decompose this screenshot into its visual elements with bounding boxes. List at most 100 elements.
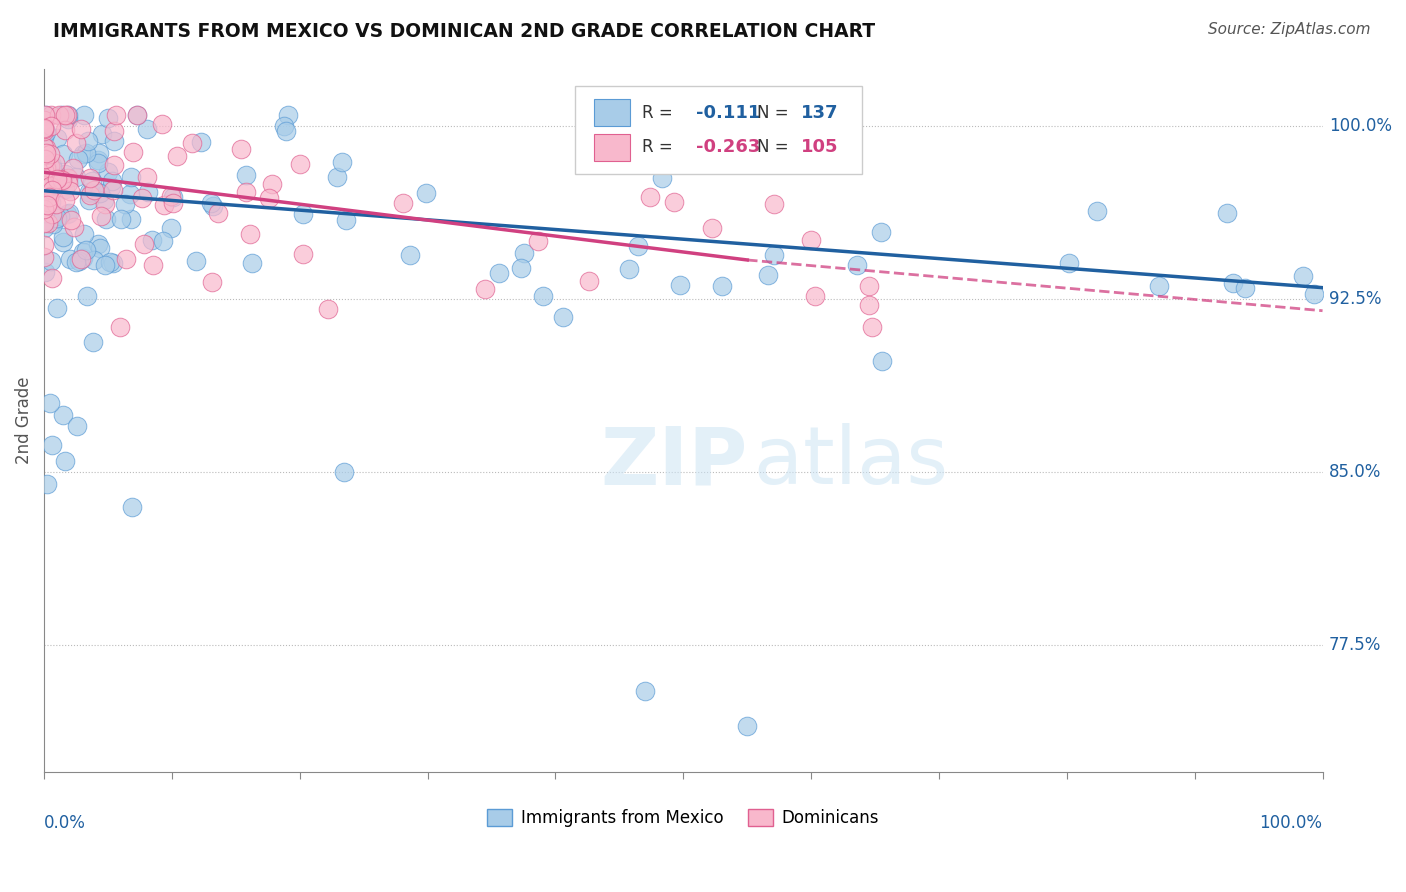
- Point: [277, 108, 299, 122]
- Point: [32, 120, 55, 134]
- Point: [101, 183, 124, 197]
- Text: 92.5%: 92.5%: [1329, 290, 1382, 308]
- Text: R =: R =: [643, 103, 673, 122]
- Point: [87, 146, 110, 161]
- Point: [34, 200, 56, 214]
- Text: IMMIGRANTS FROM MEXICO VS DOMINICAN 2ND GRADE CORRELATION CHART: IMMIGRANTS FROM MEXICO VS DOMINICAN 2ND …: [53, 22, 876, 41]
- Point: [125, 108, 148, 122]
- Point: [65, 136, 87, 151]
- Point: [160, 188, 183, 202]
- Point: [65, 170, 87, 185]
- Point: [70, 252, 93, 267]
- Point: [415, 186, 437, 200]
- Point: [79, 185, 101, 199]
- Point: [330, 154, 353, 169]
- Point: [63, 220, 86, 235]
- Point: [527, 234, 550, 248]
- Point: [34, 207, 56, 221]
- Point: [763, 196, 786, 211]
- Point: [38, 159, 60, 173]
- Point: [114, 197, 136, 211]
- Point: [100, 173, 122, 187]
- Point: [152, 235, 174, 249]
- Legend: Immigrants from Mexico, Dominicans: Immigrants from Mexico, Dominicans: [481, 803, 886, 834]
- Point: [34, 140, 56, 154]
- Text: N =: N =: [758, 103, 789, 122]
- Point: [190, 135, 212, 149]
- Text: 77.5%: 77.5%: [1329, 636, 1381, 654]
- Point: [869, 225, 891, 239]
- Point: [1234, 281, 1257, 295]
- Point: [79, 193, 101, 207]
- Point: [201, 275, 224, 289]
- Point: [668, 277, 690, 292]
- Point: [32, 185, 55, 199]
- Point: [34, 162, 56, 177]
- Point: [35, 108, 58, 122]
- Point: [39, 195, 62, 210]
- Point: [290, 157, 312, 171]
- Point: [34, 121, 56, 136]
- Point: [35, 476, 58, 491]
- Point: [35, 174, 58, 188]
- Point: [510, 260, 533, 275]
- Point: [32, 163, 55, 178]
- Point: [101, 256, 124, 270]
- Point: [638, 190, 661, 204]
- Point: [51, 173, 73, 187]
- Point: [1291, 268, 1313, 283]
- Point: [260, 177, 283, 191]
- Point: [93, 193, 115, 207]
- Point: [150, 118, 173, 132]
- Point: [34, 215, 56, 229]
- Point: [52, 147, 75, 161]
- Point: [110, 212, 132, 227]
- Point: [551, 310, 574, 324]
- Point: [87, 186, 110, 200]
- Point: [316, 301, 339, 316]
- Point: [326, 169, 349, 184]
- Point: [82, 334, 104, 349]
- Point: [121, 500, 143, 514]
- Point: [56, 108, 79, 122]
- Point: [35, 145, 58, 160]
- Point: [162, 195, 184, 210]
- Text: -0.111: -0.111: [696, 103, 761, 122]
- Point: [73, 108, 96, 122]
- Point: [136, 170, 159, 185]
- Point: [94, 258, 117, 272]
- Text: ZIP: ZIP: [600, 424, 748, 501]
- Point: [76, 288, 98, 302]
- Point: [90, 209, 112, 223]
- Point: [45, 211, 67, 226]
- Point: [83, 183, 105, 197]
- Point: [39, 108, 62, 122]
- Point: [118, 187, 141, 202]
- Point: [32, 237, 55, 252]
- Point: [274, 124, 297, 138]
- Point: [94, 197, 117, 211]
- Point: [1147, 278, 1170, 293]
- Point: [115, 252, 138, 266]
- Point: [41, 271, 63, 285]
- Point: [89, 241, 111, 255]
- Point: [79, 188, 101, 202]
- Point: [41, 437, 63, 451]
- Point: [858, 278, 880, 293]
- Text: 100.0%: 100.0%: [1329, 117, 1392, 136]
- Text: N =: N =: [758, 138, 789, 156]
- Point: [34, 265, 56, 279]
- Point: [32, 122, 55, 136]
- Point: [756, 268, 779, 282]
- Point: [38, 189, 60, 203]
- Point: [80, 186, 103, 200]
- Point: [735, 719, 758, 733]
- Point: [634, 684, 657, 698]
- Text: Source: ZipAtlas.com: Source: ZipAtlas.com: [1208, 22, 1371, 37]
- Point: [34, 148, 56, 162]
- Point: [60, 213, 83, 227]
- Point: [35, 141, 58, 155]
- Point: [34, 152, 56, 166]
- Point: [44, 155, 66, 169]
- Point: [37, 195, 59, 210]
